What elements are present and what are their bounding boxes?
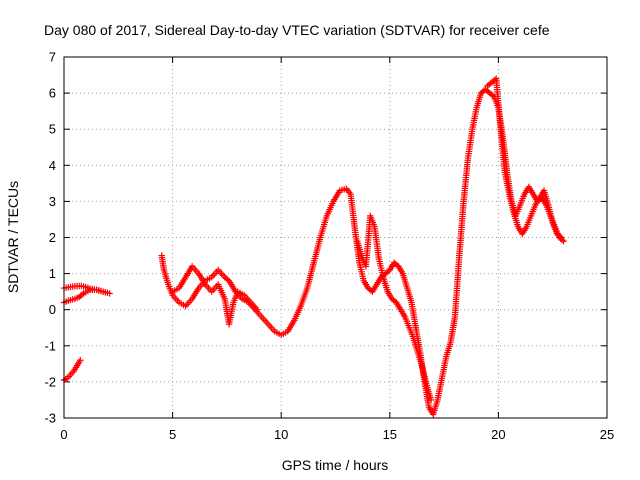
y-tick-label: -1 <box>44 338 56 353</box>
data-point <box>558 234 565 241</box>
data-point <box>427 396 435 404</box>
data-point <box>254 306 261 313</box>
series-early-upper <box>60 282 113 297</box>
series-early-lower <box>60 286 107 306</box>
data-point <box>77 357 84 364</box>
y-tick-label: -2 <box>44 374 56 389</box>
y-tick-label: 1 <box>49 266 56 281</box>
x-axis-label: GPS time / hours <box>282 457 389 473</box>
data-point <box>556 233 564 240</box>
x-tick-label: 25 <box>600 427 614 442</box>
y-tick-label: 6 <box>49 86 56 101</box>
y-tick-label: 0 <box>49 302 56 317</box>
data-point <box>489 92 496 99</box>
y-axis-label: SDTVAR / TECUs <box>5 181 21 293</box>
plot-frame <box>63 56 608 419</box>
data-point <box>99 288 107 295</box>
y-tick-label: 5 <box>49 122 56 137</box>
y-tick-label: -3 <box>44 411 56 426</box>
chart-grid <box>64 57 607 418</box>
y-tick-label: 4 <box>49 158 56 173</box>
x-tick-label: 5 <box>169 427 176 442</box>
x-tick-label: 20 <box>491 427 505 442</box>
data-point <box>560 237 567 245</box>
y-tick-label: 3 <box>49 194 56 209</box>
y-tick-label: 2 <box>49 230 56 245</box>
data-point <box>106 290 113 297</box>
series-early-negative <box>60 357 84 384</box>
data-point <box>78 291 86 298</box>
series-main-b <box>169 75 565 404</box>
x-tick-label: 15 <box>383 427 397 442</box>
chart-title: Day 080 of 2017, Sidereal Day-to-day VTE… <box>44 22 550 38</box>
x-tick-label: 10 <box>274 427 288 442</box>
y-tick-label: 7 <box>49 50 56 65</box>
chart-ticks: 0 5 10 15 20 25 -3 -2 -1 0 1 2 3 4 5 6 7 <box>44 50 614 443</box>
x-tick-label: 0 <box>60 427 67 442</box>
chart-points <box>60 75 567 418</box>
